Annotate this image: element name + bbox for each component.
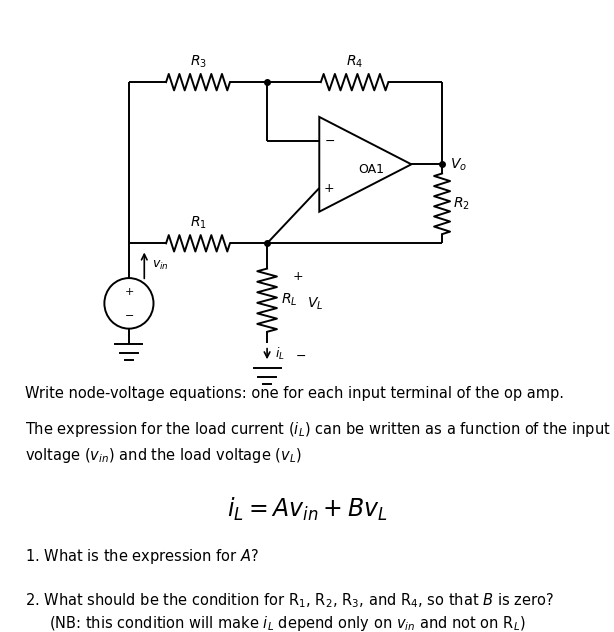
Text: $V_L$: $V_L$ bbox=[307, 295, 324, 312]
Text: $R_3$: $R_3$ bbox=[190, 53, 206, 70]
Text: $i_L = Av_{in} + Bv_L$: $i_L = Av_{in} + Bv_L$ bbox=[227, 496, 387, 523]
Text: $+$: $+$ bbox=[124, 286, 134, 298]
Text: $-$: $-$ bbox=[324, 134, 335, 147]
Text: $+$: $+$ bbox=[324, 181, 335, 195]
Text: $i_L$: $i_L$ bbox=[275, 346, 285, 362]
Text: OA1: OA1 bbox=[359, 163, 384, 176]
Text: $R_1$: $R_1$ bbox=[190, 214, 206, 231]
Text: (NB: this condition will make $i_L$ depend only on $v_{in}$ and not on R$_L$): (NB: this condition will make $i_L$ depe… bbox=[49, 614, 526, 632]
Text: The expression for the load current ($i_L$) can be written as a function of the : The expression for the load current ($i_… bbox=[25, 420, 610, 439]
Text: $V_o$: $V_o$ bbox=[450, 156, 467, 173]
Text: $v_{in}$: $v_{in}$ bbox=[152, 259, 169, 272]
Text: $R_L$: $R_L$ bbox=[281, 292, 297, 308]
Text: voltage ($v_{in}$) and the load voltage ($v_L$): voltage ($v_{in}$) and the load voltage … bbox=[25, 446, 301, 465]
Text: $R_2$: $R_2$ bbox=[453, 196, 470, 212]
Text: $+$: $+$ bbox=[292, 270, 303, 283]
Text: Write node-voltage equations: one for each input terminal of the op amp.: Write node-voltage equations: one for ea… bbox=[25, 386, 564, 401]
Text: $R_4$: $R_4$ bbox=[346, 53, 363, 70]
Text: $-$: $-$ bbox=[295, 349, 306, 362]
Text: 2. What should be the condition for R$_1$, R$_2$, R$_3$, and R$_4$, so that $B$ : 2. What should be the condition for R$_1… bbox=[25, 591, 553, 610]
Text: $-$: $-$ bbox=[124, 309, 134, 319]
Text: 1. What is the expression for $A$?: 1. What is the expression for $A$? bbox=[25, 547, 258, 566]
